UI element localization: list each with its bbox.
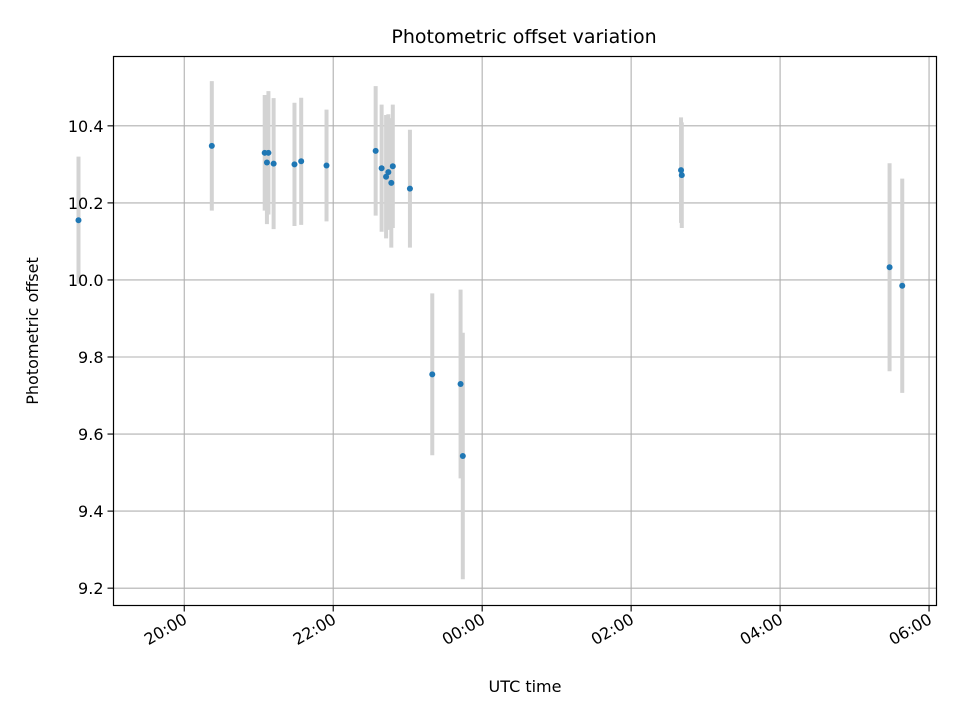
y-axis-ticks: 9.2 9.4 9.6 9.8 10.0 10.2 10.4	[68, 117, 114, 598]
data-point	[899, 282, 906, 289]
data-point	[678, 172, 685, 179]
data-point	[429, 371, 436, 378]
y-tick-label: 10.2	[68, 194, 104, 213]
grid-lines	[113, 56, 937, 606]
data-point	[263, 159, 270, 166]
data-point	[886, 264, 893, 271]
data-point	[323, 162, 330, 169]
data-point	[208, 142, 215, 149]
data-point	[75, 217, 82, 224]
data-point	[385, 169, 392, 176]
data-point	[388, 179, 395, 186]
y-tick-label: 9.8	[78, 348, 103, 367]
data-point	[457, 380, 464, 387]
y-tick-label: 9.4	[78, 502, 103, 521]
y-tick-label: 9.2	[78, 579, 103, 598]
y-tick-label: 10.4	[68, 117, 104, 136]
data-point	[372, 147, 379, 154]
data-point	[291, 161, 298, 168]
data-points	[75, 142, 906, 460]
plot-frame	[112, 55, 938, 607]
data-point	[383, 173, 390, 180]
data-point	[265, 149, 272, 156]
plot-area	[75, 55, 938, 607]
data-point	[678, 167, 685, 174]
data-point	[298, 158, 305, 165]
y-tick-label: 9.6	[78, 425, 103, 444]
x-axis-label: UTC time	[489, 677, 562, 696]
y-axis-label: Photometric offset	[23, 257, 42, 405]
data-point	[459, 453, 466, 460]
data-point	[406, 185, 413, 192]
data-point	[389, 163, 396, 170]
y-tick-label: 10.0	[68, 271, 104, 290]
data-point	[378, 165, 385, 172]
chart-title: Photometric offset variation	[391, 26, 656, 48]
data-point	[270, 160, 277, 167]
